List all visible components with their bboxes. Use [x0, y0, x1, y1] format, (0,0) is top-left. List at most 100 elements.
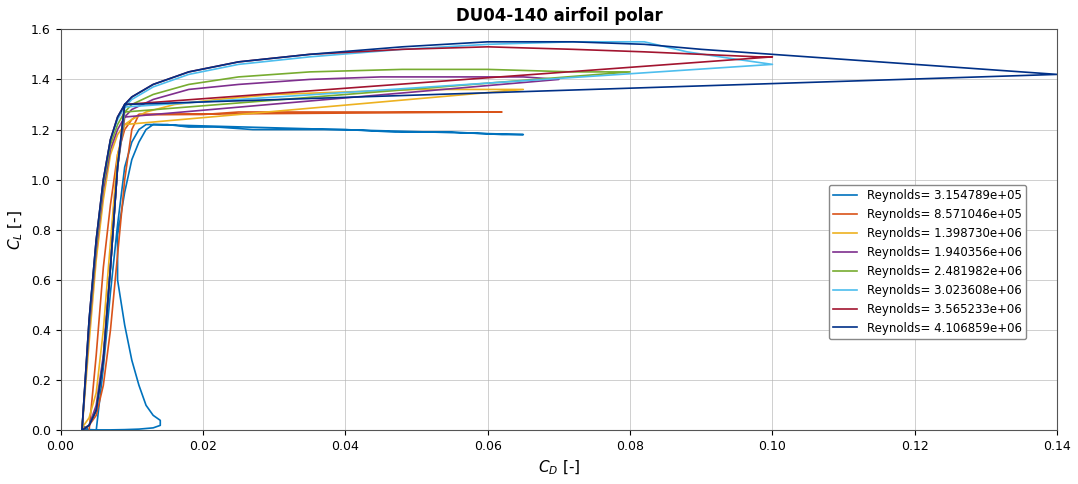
Reynolds= 1.940356e+06	[182, 87, 195, 92]
Reynolds= 3.154789e+05	[111, 277, 124, 283]
Line: Reynolds= 1.398730e+06: Reynolds= 1.398730e+06	[82, 90, 523, 430]
Reynolds= 2.481982e+06	[396, 66, 409, 72]
Reynolds= 2.481982e+06	[89, 242, 102, 248]
Reynolds= 8.571046e+05	[103, 327, 116, 333]
Reynolds= 1.398730e+06	[338, 89, 351, 95]
Reynolds= 3.023608e+06	[103, 136, 116, 142]
Reynolds= 3.023608e+06	[567, 39, 580, 45]
Reynolds= 4.106859e+06	[83, 317, 96, 323]
Reynolds= 1.398730e+06	[111, 151, 124, 157]
Reynolds= 3.565233e+06	[147, 81, 160, 87]
Reynolds= 1.398730e+06	[89, 390, 102, 396]
Reynolds= 3.154789e+05	[75, 426, 88, 432]
Reynolds= 3.154789e+05	[125, 157, 138, 163]
Reynolds= 3.023608e+06	[232, 61, 245, 67]
Reynolds= 1.398730e+06	[97, 327, 110, 333]
Reynolds= 3.023608e+06	[119, 104, 132, 110]
Reynolds= 3.023608e+06	[396, 46, 409, 52]
Reynolds= 1.940356e+06	[97, 352, 110, 358]
Reynolds= 3.154789e+05	[119, 189, 132, 195]
Reynolds= 2.481982e+06	[83, 423, 96, 428]
Reynolds= 4.106859e+06	[111, 164, 124, 170]
Reynolds= 4.106859e+06	[695, 46, 708, 52]
Reynolds= 8.571046e+05	[75, 426, 88, 432]
Reynolds= 3.565233e+06	[125, 94, 138, 100]
Reynolds= 8.571046e+05	[168, 112, 181, 118]
Reynolds= 4.106859e+06	[909, 61, 922, 67]
Reynolds= 3.565233e+06	[83, 317, 96, 323]
Line: Reynolds= 1.940356e+06: Reynolds= 1.940356e+06	[82, 77, 558, 430]
Reynolds= 1.940356e+06	[147, 97, 160, 103]
Reynolds= 2.481982e+06	[97, 357, 110, 363]
Reynolds= 1.940356e+06	[516, 74, 529, 80]
Reynolds= 1.940356e+06	[552, 76, 565, 82]
Reynolds= 1.398730e+06	[103, 240, 116, 245]
Reynolds= 8.571046e+05	[196, 112, 209, 118]
Reynolds= 3.565233e+06	[638, 49, 651, 55]
Reynolds= 1.940356e+06	[75, 427, 88, 433]
Reynolds= 3.565233e+06	[751, 54, 764, 60]
Reynolds= 3.565233e+06	[111, 164, 124, 170]
Reynolds= 2.481982e+06	[147, 91, 160, 97]
Reynolds= 1.398730e+06	[125, 117, 138, 122]
Reynolds= 4.106859e+06	[111, 114, 124, 120]
Reynolds= 4.106859e+06	[396, 44, 409, 50]
Reynolds= 4.106859e+06	[75, 427, 88, 433]
Reynolds= 8.571046e+05	[97, 265, 110, 271]
Reynolds= 8.571046e+05	[410, 109, 423, 115]
Reynolds= 3.154789e+05	[119, 427, 132, 433]
Reynolds= 1.940356e+06	[232, 81, 245, 87]
Reynolds= 1.398730e+06	[75, 425, 88, 431]
Reynolds= 3.154789e+05	[147, 121, 160, 127]
Reynolds= 3.565233e+06	[97, 357, 110, 363]
Reynolds= 3.023608e+06	[75, 427, 88, 433]
Reynolds= 3.565233e+06	[766, 54, 779, 60]
Reynolds= 4.106859e+06	[303, 51, 316, 57]
Reynolds= 3.154789e+05	[139, 121, 152, 127]
Reynolds= 1.940356e+06	[303, 76, 316, 82]
Reynolds= 1.940356e+06	[374, 74, 387, 80]
Reynolds= 1.940356e+06	[103, 147, 116, 152]
Reynolds= 3.154789e+05	[83, 427, 96, 433]
Reynolds= 3.565233e+06	[695, 51, 708, 57]
Reynolds= 3.023608e+06	[89, 408, 102, 413]
Reynolds= 3.023608e+06	[125, 97, 138, 103]
Reynolds= 3.154789e+05	[139, 402, 152, 408]
Reynolds= 3.154789e+05	[75, 423, 88, 428]
Reynolds= 3.154789e+05	[139, 127, 152, 133]
Reynolds= 8.571046e+05	[83, 423, 96, 428]
Reynolds= 3.154789e+05	[111, 222, 124, 227]
Reynolds= 1.940356e+06	[119, 114, 132, 120]
Reynolds= 3.565233e+06	[89, 237, 102, 243]
Reynolds= 3.154789e+05	[111, 232, 124, 238]
Reynolds= 1.940356e+06	[89, 247, 102, 253]
Reynolds= 3.565233e+06	[182, 69, 195, 75]
Reynolds= 1.398730e+06	[267, 91, 280, 97]
Reynolds= 3.154789e+05	[133, 382, 146, 388]
Reynolds= 8.571046e+05	[89, 352, 102, 358]
Reynolds= 3.565233e+06	[75, 427, 88, 433]
Reynolds= 3.154789e+05	[147, 412, 160, 418]
Reynolds= 3.565233e+06	[75, 427, 88, 433]
Line: Reynolds= 3.154789e+05: Reynolds= 3.154789e+05	[82, 124, 523, 430]
Reynolds= 3.154789e+05	[119, 322, 132, 328]
Reynolds= 4.106859e+06	[232, 59, 245, 65]
Reynolds= 8.571046e+05	[338, 109, 351, 115]
Reynolds= 8.571046e+05	[125, 117, 138, 122]
Reynolds= 3.565233e+06	[119, 102, 132, 107]
Reynolds= 1.940356e+06	[83, 327, 96, 333]
Reynolds= 2.481982e+06	[182, 81, 195, 87]
Reynolds= 3.154789e+05	[103, 289, 116, 295]
Reynolds= 2.481982e+06	[111, 164, 124, 170]
Reynolds= 8.571046e+05	[111, 252, 124, 258]
Reynolds= 3.023608e+06	[680, 49, 693, 55]
Reynolds= 4.106859e+06	[103, 265, 116, 271]
Reynolds= 8.571046e+05	[119, 127, 132, 133]
Reynolds= 3.154789e+05	[496, 132, 509, 137]
Reynolds= 3.023608e+06	[103, 265, 116, 271]
Reynolds= 2.481982e+06	[119, 109, 132, 115]
Reynolds= 3.023608e+06	[119, 104, 132, 110]
Reynolds= 3.565233e+06	[481, 44, 494, 50]
Reynolds= 4.106859e+06	[182, 69, 195, 75]
Reynolds= 2.481982e+06	[111, 121, 124, 127]
